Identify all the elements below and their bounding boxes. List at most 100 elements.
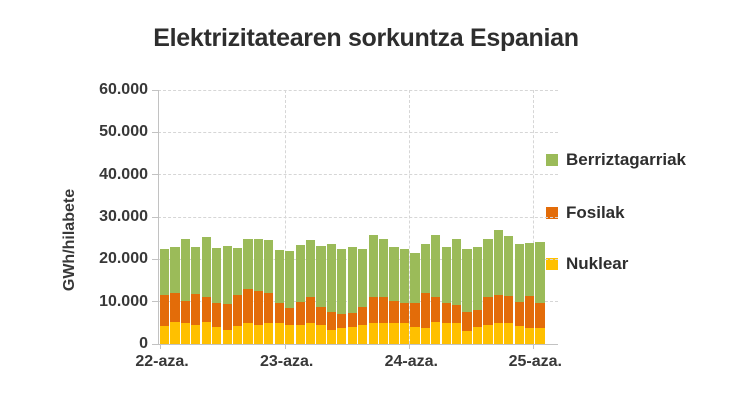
bar-segment-nuklear xyxy=(389,323,399,344)
bar-segment-fosilak xyxy=(483,296,493,325)
bar-segment-nuklear xyxy=(483,324,493,344)
y-tick-label: 10.000 xyxy=(99,292,148,310)
bar xyxy=(243,239,253,344)
bar-segment-berriztagarriak xyxy=(201,237,211,297)
bar xyxy=(233,248,243,344)
x-gridline xyxy=(284,90,286,344)
bar-segment-nuklear xyxy=(201,321,211,344)
bar-segment-fosilak xyxy=(337,314,347,329)
bar-segment-berriztagarriak xyxy=(170,246,180,294)
bar-segment-fosilak xyxy=(306,296,316,323)
bar-segment-fosilak xyxy=(441,303,451,324)
bar-segment-fosilak xyxy=(368,297,378,324)
bar-segment-fosilak xyxy=(170,293,180,322)
bar xyxy=(358,248,368,344)
bar-segment-fosilak xyxy=(535,302,545,329)
bar xyxy=(431,235,441,344)
bar-segment-nuklear xyxy=(410,326,420,344)
bar-segment-berriztagarriak xyxy=(253,239,264,291)
bar-segment-nuklear xyxy=(295,324,305,344)
bar-segment-fosilak xyxy=(431,297,441,322)
bar xyxy=(368,235,378,344)
bar xyxy=(462,249,472,344)
bar-segment-nuklear xyxy=(253,324,264,344)
bar xyxy=(525,243,535,344)
bar xyxy=(337,249,347,344)
bar-segment-berriztagarriak xyxy=(431,235,441,298)
bar-segment-nuklear xyxy=(525,328,535,344)
bar-segment-berriztagarriak xyxy=(243,239,253,289)
bar-segment-fosilak xyxy=(264,293,274,324)
bar-segment-berriztagarriak xyxy=(514,244,524,302)
bar xyxy=(483,238,493,344)
bar-segment-fosilak xyxy=(358,306,368,325)
bar-segment-nuklear xyxy=(274,323,284,344)
bar-segment-berriztagarriak xyxy=(160,249,170,296)
y-tick-label: 20.000 xyxy=(99,250,148,268)
y-axis-tick xyxy=(152,174,158,176)
bar-segment-nuklear xyxy=(316,324,326,344)
bar-segment-nuklear xyxy=(306,322,316,344)
bar xyxy=(191,247,201,344)
y-axis-title: GWh/hilabete xyxy=(61,188,78,292)
legend-item-nuklear: Nuklear xyxy=(546,252,628,276)
x-axis-tick xyxy=(284,344,286,349)
bar-segment-fosilak xyxy=(493,294,503,324)
bar-segment-nuklear xyxy=(431,321,441,344)
x-tick-label: 23-aza. xyxy=(260,353,314,370)
x-axis-line xyxy=(152,344,558,345)
x-gridline xyxy=(533,90,535,344)
bar-segment-nuklear xyxy=(358,324,368,344)
bar xyxy=(347,247,357,344)
y-axis-tick xyxy=(152,89,158,91)
bar-segment-fosilak xyxy=(504,295,514,324)
bar xyxy=(264,239,274,344)
chart-title: Elektrizitatearen sorkuntza Espanian xyxy=(153,24,579,52)
bar-segment-berriztagarriak xyxy=(306,240,316,297)
bar xyxy=(420,244,430,344)
bar-segment-nuklear xyxy=(191,324,201,344)
bar-segment-fosilak xyxy=(389,300,399,324)
bar-segment-berriztagarriak xyxy=(222,246,232,304)
bar-segment-berriztagarriak xyxy=(420,244,430,294)
bar-segment-berriztagarriak xyxy=(493,229,503,295)
bar-segment-nuklear xyxy=(222,330,232,344)
bar-segment-nuklear xyxy=(160,325,170,344)
legend-swatch-orange-icon xyxy=(546,207,558,219)
bar-segment-nuklear xyxy=(285,324,295,344)
bar xyxy=(222,246,232,344)
legend-item-berriztagarriak: Berriztagarriak xyxy=(546,148,686,172)
x-axis-tick xyxy=(160,344,161,349)
bar xyxy=(493,229,503,344)
bar xyxy=(441,247,451,344)
bar-segment-fosilak xyxy=(410,302,420,327)
y-tick-label: 0 xyxy=(139,335,148,352)
bar-segment-berriztagarriak xyxy=(483,238,493,297)
bar-segment-nuklear xyxy=(379,322,389,344)
bar xyxy=(201,237,211,344)
bar xyxy=(535,241,545,344)
bar-segment-nuklear xyxy=(535,328,545,344)
bar-segment-fosilak xyxy=(462,311,472,332)
bar-segment-nuklear xyxy=(180,322,191,344)
y-gridline xyxy=(158,131,558,133)
bar-segment-nuklear xyxy=(399,322,410,344)
bar-segment-fosilak xyxy=(212,302,222,327)
bar-segment-berriztagarriak xyxy=(472,247,483,311)
bar-segment-nuklear xyxy=(472,326,483,344)
bar-segment-berriztagarriak xyxy=(452,238,462,306)
y-gridline xyxy=(158,258,558,260)
legend-label: Nuklear xyxy=(566,254,629,273)
bar-segment-nuklear xyxy=(347,326,357,344)
bar xyxy=(452,238,462,344)
bar xyxy=(316,245,326,344)
bar-segment-nuklear xyxy=(337,328,347,344)
bar-segment-nuklear xyxy=(462,331,472,344)
bar-segment-fosilak xyxy=(316,306,326,325)
bar-segment-fosilak xyxy=(253,290,264,325)
bar-segment-berriztagarriak xyxy=(358,248,368,307)
bar-segment-berriztagarriak xyxy=(337,249,347,315)
bar-segment-berriztagarriak xyxy=(462,249,472,312)
bar xyxy=(160,249,170,344)
